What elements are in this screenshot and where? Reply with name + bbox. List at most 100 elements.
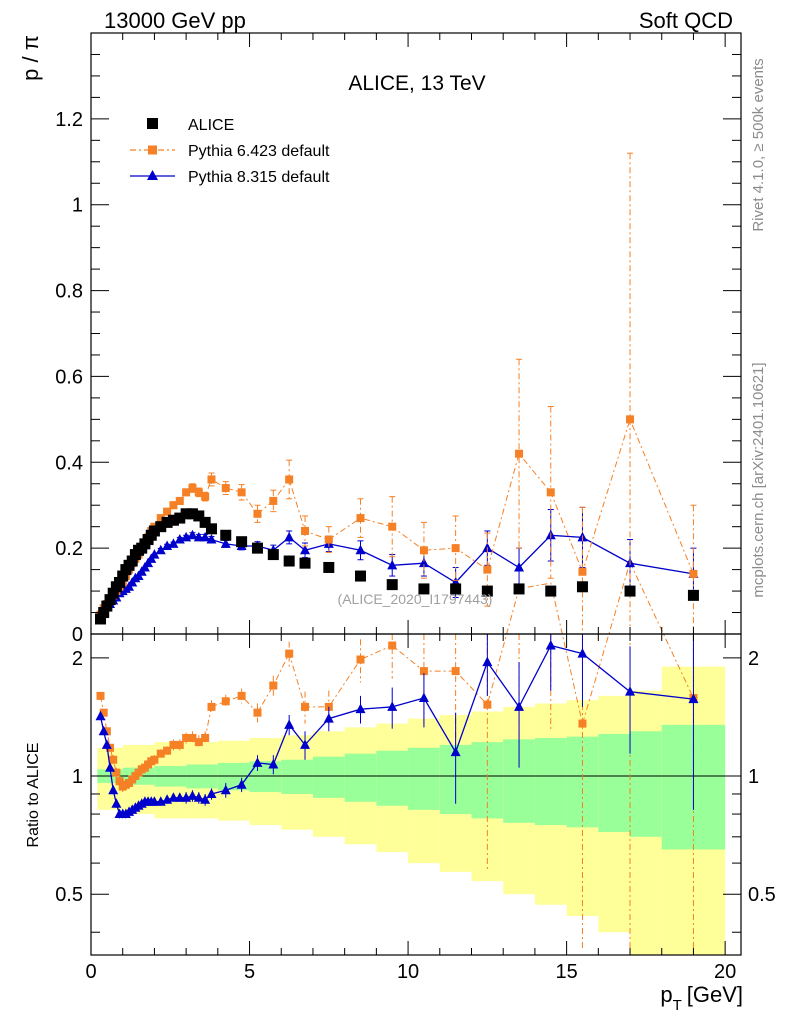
y-tick-label-main: 0.2 <box>55 538 83 560</box>
legend: ALICE Pythia 6.423 default Pythia 8.315 … <box>130 117 330 186</box>
data-point-pythia8 <box>418 557 429 568</box>
data-point-pythia8 <box>193 531 204 542</box>
ratio-point-pythia8 <box>387 701 398 711</box>
data-point-pythia6 <box>451 544 460 553</box>
ratio-point-pythia6 <box>388 641 397 650</box>
x-axis-title-sub: T <box>673 997 682 1014</box>
data-point-pythia6 <box>301 526 310 535</box>
analysis-watermark: (ALICE_2020_I1797443) <box>338 591 493 607</box>
ratio-point-pythia6 <box>96 691 105 700</box>
mcplots-label: mcplots.cern.ch [arXiv:2401.10621] <box>750 362 767 597</box>
ratio-y-tick-label-left: 1 <box>72 766 83 788</box>
data-point-pythia8 <box>514 561 525 572</box>
ratio-point-pythia8 <box>268 758 279 769</box>
data-point-alice <box>323 561 335 573</box>
data-point-alice <box>299 557 311 569</box>
data-point-pythia6 <box>169 501 178 510</box>
ratio-point-pythia8 <box>200 794 211 804</box>
ratio-point-pythia6 <box>207 702 216 711</box>
ratio-point-pythia8 <box>284 719 295 729</box>
data-point-pythia8 <box>355 544 366 555</box>
data-point-pythia8 <box>300 544 311 555</box>
data-point-pythia6 <box>388 522 397 531</box>
ratio-point-pythia6 <box>150 755 159 764</box>
data-point-pythia6 <box>578 567 587 576</box>
rivet-label: Rivet 4.1.0, ≥ 500k events <box>750 58 767 231</box>
data-point-pythia6 <box>483 565 492 574</box>
ratio-y-tick-label-right: 0.5 <box>748 884 776 906</box>
data-point-alice <box>180 508 192 520</box>
ratio-point-pythia6 <box>285 649 294 658</box>
ratio-point-pythia8 <box>105 762 116 772</box>
ratio-point-pythia6 <box>301 702 310 711</box>
data-point-pythia8 <box>149 549 160 559</box>
y-tick-label-main: 0 <box>72 624 83 646</box>
ratio-point-pythia6 <box>201 733 210 742</box>
ratio-point-pythia8 <box>236 779 247 789</box>
data-point-alice <box>161 516 173 528</box>
green-band <box>312 756 345 798</box>
data-point-alice <box>174 512 186 524</box>
ratio-point-pythia6 <box>269 681 278 690</box>
data-point-alice <box>236 536 248 548</box>
data-point-pythia6 <box>188 484 197 493</box>
data-point-alice <box>117 570 129 582</box>
data-point-pythia6 <box>689 569 698 578</box>
y-tick-label-main: 0.4 <box>55 452 83 474</box>
ratio-y-tick-label-left: 2 <box>72 648 83 670</box>
ratio-point-pythia8 <box>149 796 160 806</box>
data-point-alice <box>687 589 699 601</box>
ratio-panel-content <box>95 560 699 955</box>
data-point-alice <box>104 594 116 606</box>
data-point-alice <box>126 555 138 567</box>
data-point-pythia6 <box>237 488 246 497</box>
ratio-point-pythia8 <box>98 725 109 736</box>
header-left: 13000 GeV pp <box>104 8 246 33</box>
legend-marker-pythia8 <box>147 170 158 180</box>
data-point-pythia6 <box>207 475 216 484</box>
green-band <box>344 753 377 802</box>
green-band <box>598 733 631 833</box>
y-tick-label-main: 1 <box>72 195 83 217</box>
ratio-point-pythia8 <box>101 739 112 749</box>
ratio-point-pythia6 <box>102 727 111 736</box>
ratio-point-pythia8 <box>514 701 525 711</box>
ratio-point-pythia8 <box>206 788 217 798</box>
data-point-pythia6 <box>182 488 191 497</box>
y-tick-label-main: 1.2 <box>55 109 83 131</box>
data-point-pythia6 <box>163 507 172 516</box>
x-axis-title-main: p <box>660 982 672 1007</box>
y-axis-title-ratio: Ratio to ALICE <box>25 743 42 848</box>
data-point-pythia8 <box>387 559 398 570</box>
ratio-point-pythia8 <box>174 792 185 802</box>
ratio-point-pythia6 <box>169 740 178 749</box>
green-band <box>534 737 567 826</box>
y-tick-label-main: 0.8 <box>55 281 83 303</box>
ratio-point-pythia6 <box>112 768 121 777</box>
ratio-point-pythia6 <box>483 700 492 709</box>
data-point-alice <box>220 529 232 541</box>
ratio-point-pythia6 <box>221 697 230 706</box>
x-tick-label: 20 <box>714 961 736 983</box>
data-point-alice <box>386 579 398 591</box>
data-point-pythia6 <box>194 488 203 497</box>
data-point-pythia6 <box>221 484 230 493</box>
data-point-pythia8 <box>284 531 295 542</box>
data-point-alice <box>107 587 119 599</box>
data-point-alice <box>95 613 107 625</box>
ratio-y-tick-label-right: 1 <box>748 766 759 788</box>
data-point-alice <box>167 514 179 526</box>
ratio-point-pythia8 <box>482 656 493 667</box>
legend-label-pythia6: Pythia 6.423 default <box>188 143 330 160</box>
data-point-alice <box>450 583 462 595</box>
x-axis-title: pT [GeV] <box>660 982 743 1014</box>
data-point-alice <box>155 521 167 533</box>
y-axis-title-main: p / π <box>18 35 43 81</box>
data-point-alice <box>114 576 126 588</box>
data-point-alice <box>199 516 211 528</box>
ratio-point-pythia8 <box>220 784 231 795</box>
data-point-alice <box>186 508 198 520</box>
ratio-point-pythia8 <box>688 693 699 704</box>
data-point-pythia6 <box>201 492 210 501</box>
ratio-point-pythia8 <box>300 739 311 749</box>
